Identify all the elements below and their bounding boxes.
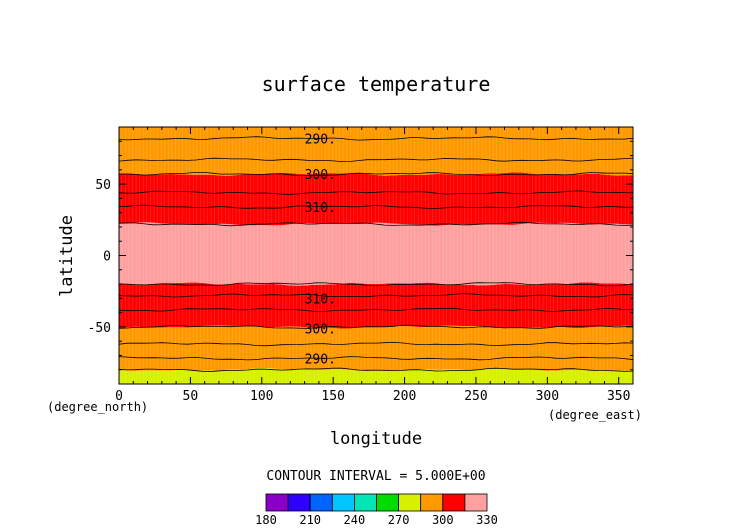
colorbar-label: 300 (432, 513, 454, 527)
y-unit-label: (degree_north) (47, 400, 148, 414)
contour-line (118, 324, 634, 329)
colorbar-swatch (265, 493, 289, 512)
contour-line (118, 293, 634, 298)
contour-line (118, 367, 634, 372)
x-tick-label: 150 (321, 389, 344, 404)
colorbar: 180 210 240 270 300 330 (255, 493, 498, 527)
y-axis-title: latitude (57, 215, 77, 297)
colorbar-label: 270 (388, 513, 410, 527)
temperature-band (119, 325, 633, 372)
chart-title: surface temperature (262, 72, 491, 96)
x-tick-label: 300 (536, 389, 559, 404)
colorbar-swatch (287, 493, 311, 512)
colorbar-label: 240 (344, 513, 366, 527)
y-axis-ticks: -50 0 50 (88, 140, 633, 371)
colorbar-swatch (376, 493, 400, 512)
x-tick-label: 250 (464, 389, 487, 404)
temperature-bands (119, 127, 633, 384)
x-tick-label: 100 (250, 389, 273, 404)
temperature-band (119, 172, 633, 226)
x-tick-label: 50 (183, 389, 199, 404)
contour-interval-text: CONTOUR INTERVAL = 5.000E+00 (266, 469, 485, 484)
x-tick-label: 0 (115, 389, 123, 404)
colorbar-swatch (420, 493, 444, 512)
contour-line (118, 356, 634, 361)
colorbar-swatch (398, 493, 422, 512)
colorbar-swatch (442, 493, 466, 512)
contour-line (118, 307, 634, 312)
x-tick-label: 350 (607, 389, 630, 404)
temperature-band (119, 367, 633, 384)
contour-label: 310. (305, 292, 336, 307)
contour-line (118, 204, 634, 209)
colorbar-label: 330 (476, 513, 498, 527)
contour-label: 290. (305, 352, 336, 367)
contour-lines (118, 136, 634, 372)
contour-line (118, 157, 634, 163)
colorbar-swatch (464, 493, 488, 512)
colorbar-swatch (309, 493, 333, 512)
colorbar-label: 180 (255, 513, 277, 527)
x-tick-label: 200 (393, 389, 416, 404)
temperature-band (119, 222, 633, 286)
contour-line (118, 172, 634, 177)
contour-line (118, 190, 634, 195)
colorbar-swatch (331, 493, 355, 512)
x-axis-ticks: 0 50 100 150 200 250 300 350 (115, 127, 630, 404)
colorbar-swatch (353, 493, 377, 512)
y-tick-label: 50 (95, 178, 111, 193)
contour-line (118, 341, 634, 347)
y-tick-label: -50 (88, 321, 111, 336)
x-unit-label: (degree_east) (548, 408, 642, 422)
temperature-band (119, 127, 633, 176)
contour-label: 290. (305, 132, 336, 147)
contour-label: 300. (305, 322, 336, 337)
contour-label: 310. (305, 201, 336, 216)
temperature-band (119, 282, 633, 329)
contour-line (118, 282, 634, 287)
contour-labels: 290. 300. 310. 310. 300. 290. (305, 132, 336, 367)
x-axis-title: longitude (330, 429, 422, 449)
contour-label: 300. (305, 168, 336, 183)
contour-line (118, 136, 634, 141)
contour-line (118, 221, 634, 227)
colorbar-label: 210 (299, 513, 321, 527)
y-tick-label: 0 (103, 250, 111, 265)
